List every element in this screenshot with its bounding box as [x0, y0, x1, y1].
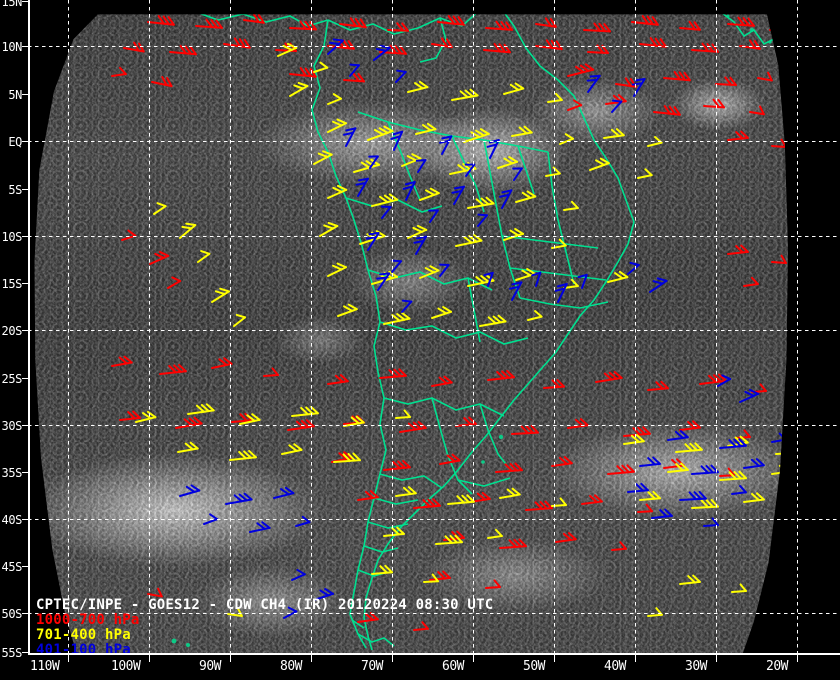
y-axis-line [28, 0, 30, 655]
gridline-lon-80w [311, 0, 312, 654]
gridline-lon-30w [716, 0, 717, 654]
x-label-40w: 40W [604, 659, 626, 674]
gridline-lon-50w [554, 0, 555, 654]
gridline-lat-20s [28, 330, 840, 331]
x-label-70w: 70W [361, 659, 383, 674]
x-axis-line [28, 653, 840, 655]
y-label-eq: EQ [8, 135, 22, 149]
ir-brightness-field [34, 14, 789, 654]
y-label-45s: 45S [1, 560, 23, 574]
y-label-5n: 5N [8, 88, 22, 102]
gridline-lat-50s [28, 613, 840, 614]
y-label-20s: 20S [1, 324, 23, 338]
gridline-lon-110w [68, 0, 69, 654]
ir-texture-layer [34, 14, 789, 654]
gridline-lat-40s [28, 519, 840, 520]
caption-title: CPTEC/INPE - GOES12 - CDW CH4 (IR) 20120… [36, 597, 494, 613]
y-label-10s: 10S [1, 230, 23, 244]
legend-high-level: 401-100 hPa [36, 642, 131, 655]
y-label-5s: 5S [8, 183, 22, 197]
x-label-60w: 60W [442, 659, 464, 674]
gridline-lat-10n [28, 46, 840, 47]
map-plot-area: CPTEC/INPE - GOES12 - CDW CH4 (IR) 20120… [28, 0, 840, 654]
x-label-30w: 30W [685, 659, 707, 674]
ir-fine-texture-layer [34, 14, 789, 654]
y-label-15s: 15S [1, 277, 23, 291]
x-label-20w: 20W [766, 659, 788, 674]
gridline-lon-70w [392, 0, 393, 654]
gridline-lat-10s [28, 236, 840, 237]
gridline-lon-100w [149, 0, 150, 654]
gridline-lon-40w [635, 0, 636, 654]
y-label-35s: 35S [1, 466, 23, 480]
gridline-lat-30s [28, 425, 840, 426]
y-label-30s: 30S [1, 419, 23, 433]
gridline-lat-eq [28, 141, 840, 142]
x-label-80w: 80W [280, 659, 302, 674]
y-label-15n: 15N [1, 0, 23, 9]
caption-block: CPTEC/INPE - GOES12 - CDW CH4 (IR) 20120… [36, 597, 494, 655]
x-label-50w: 50W [523, 659, 545, 674]
x-label-100w: 100W [111, 659, 141, 674]
y-label-55s: 55S [1, 646, 23, 660]
legend-low-level: 1000-700 hPa [36, 612, 140, 628]
gridline-lon-60w [473, 0, 474, 654]
legend-mid-level: 701-400 hPa [36, 627, 131, 643]
gridline-lon-20w [797, 0, 798, 654]
x-label-110w: 110W [30, 659, 60, 674]
gridline-lon-90w [230, 0, 231, 654]
x-label-90w: 90W [199, 659, 221, 674]
y-label-10n: 10N [1, 40, 23, 54]
y-label-25s: 25S [1, 372, 23, 386]
y-label-50s: 50S [1, 607, 23, 621]
satellite-imagery [34, 14, 789, 654]
y-label-40s: 40S [1, 513, 23, 527]
